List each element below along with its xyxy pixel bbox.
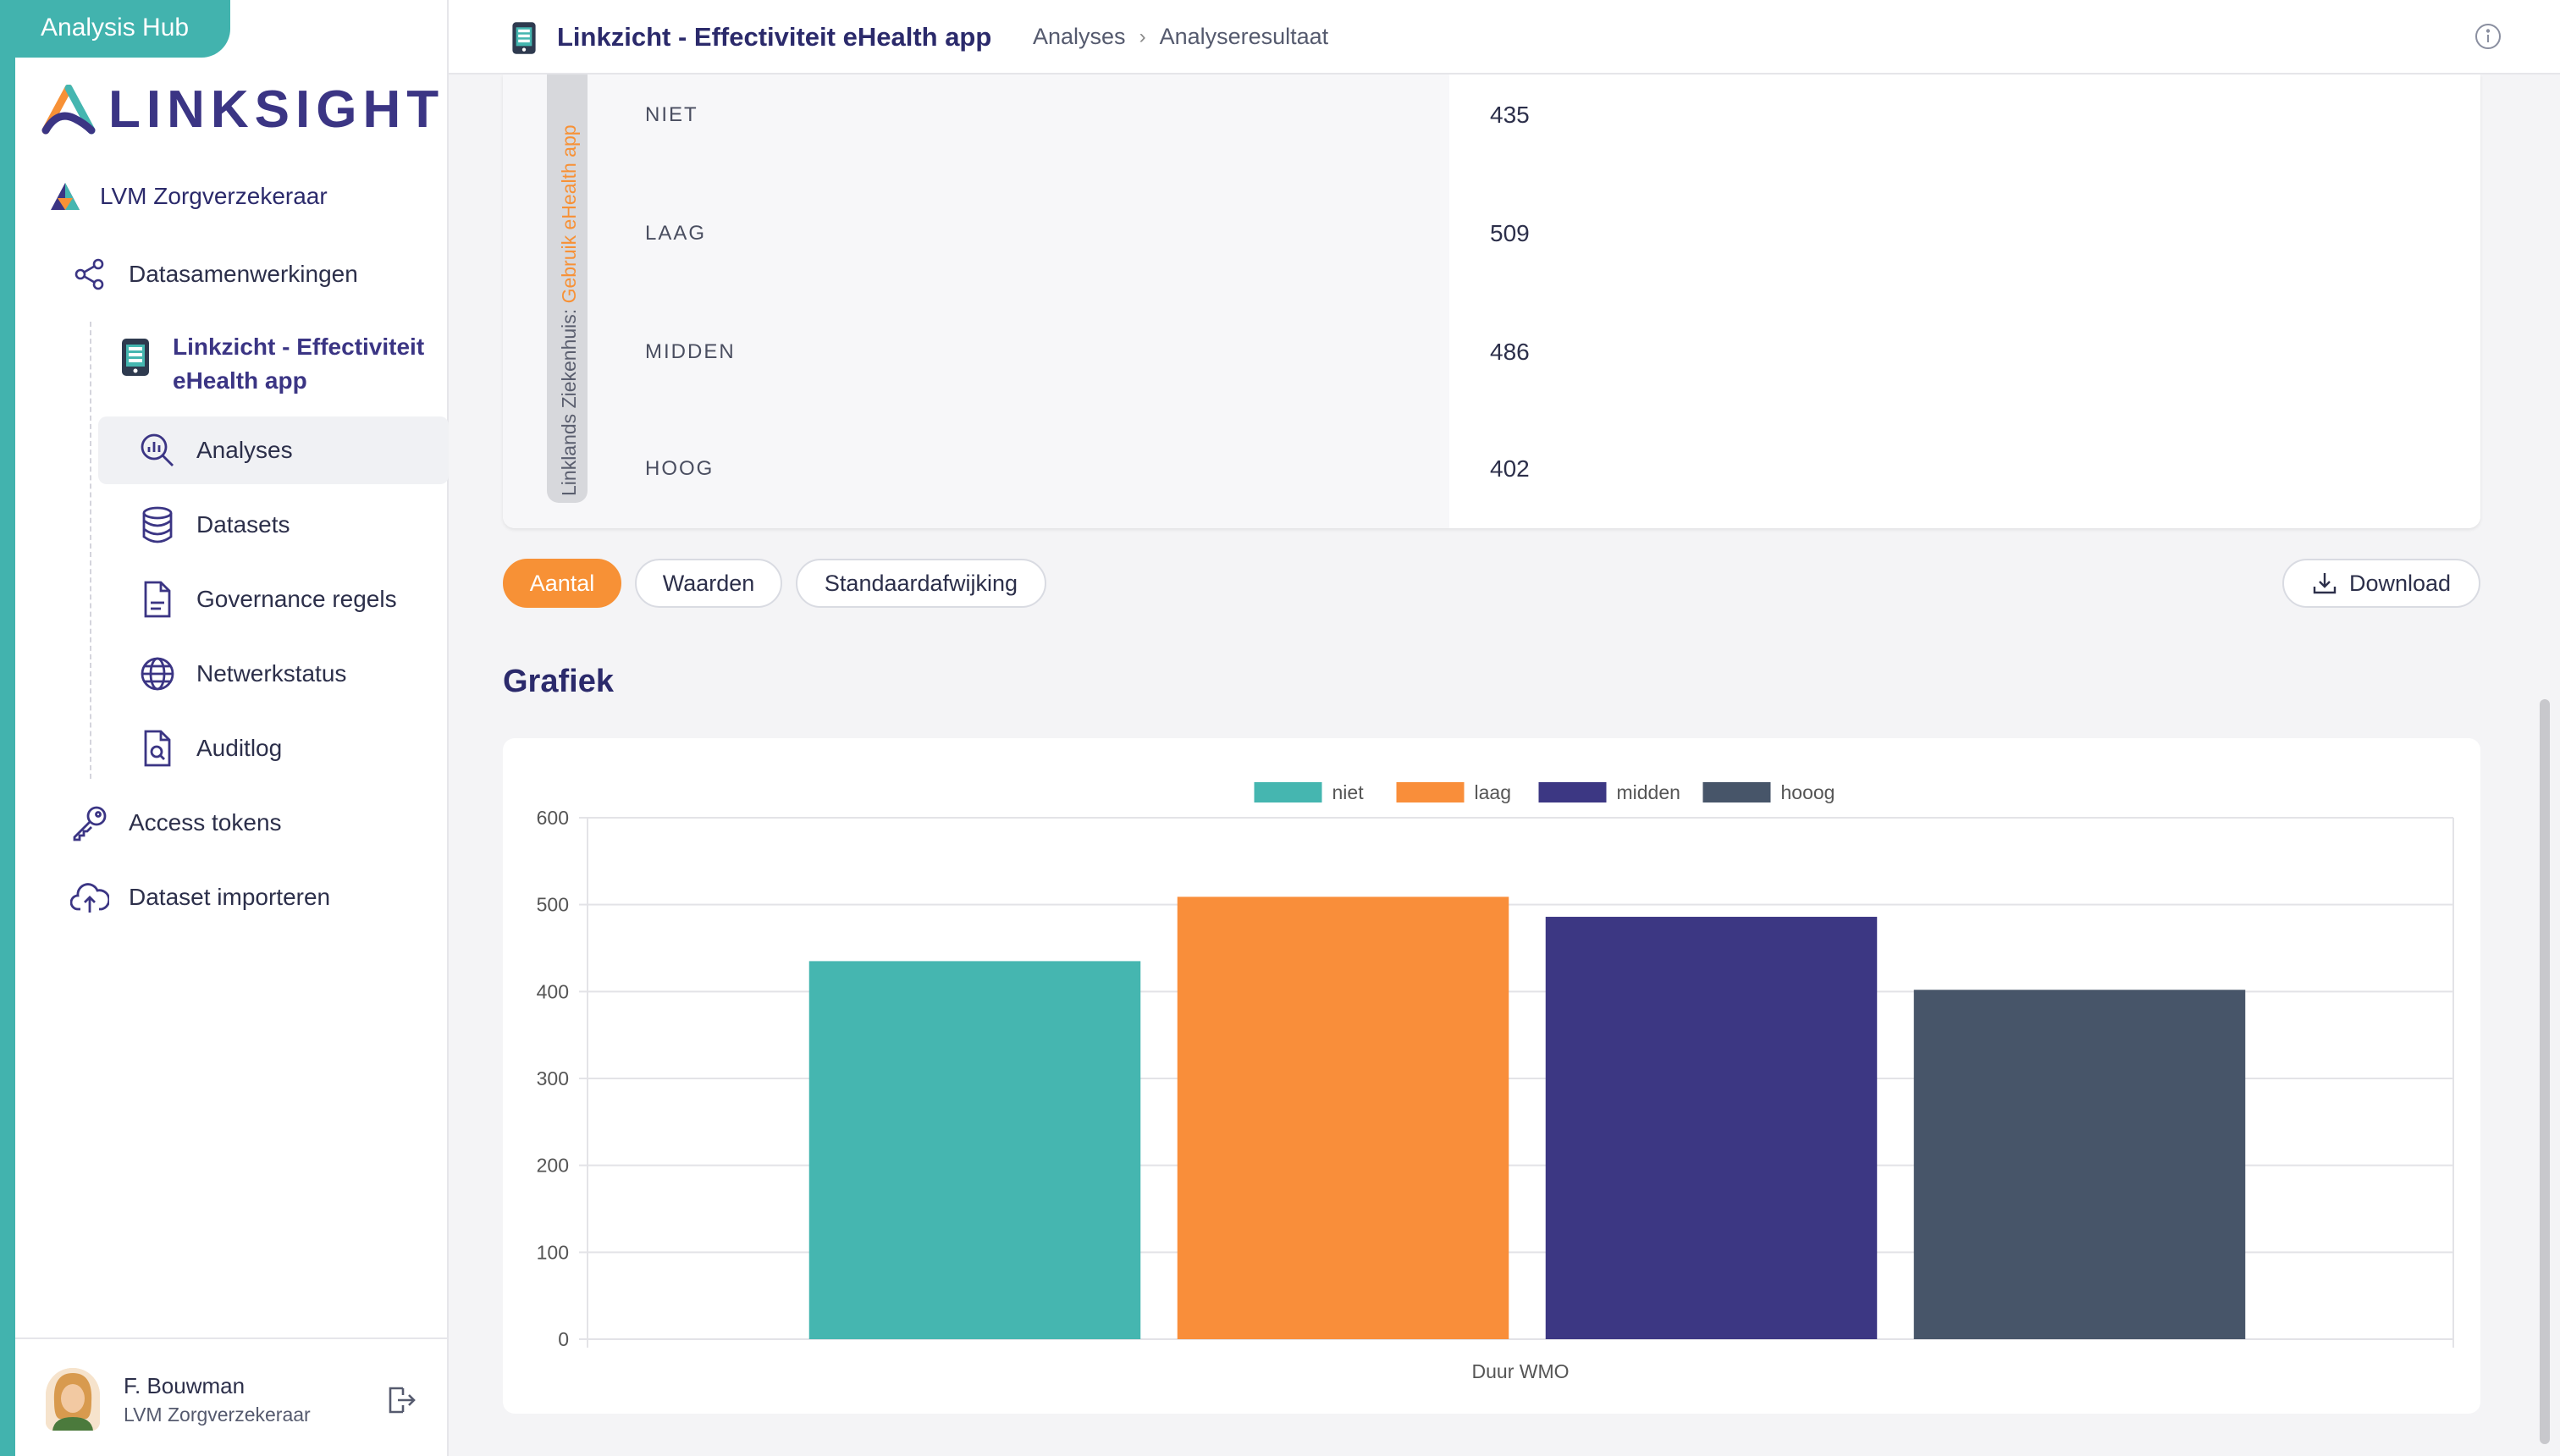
accent-strip [0, 0, 15, 1456]
group-label: Linklands Ziekenhuis: Gebruik eHealth ap… [547, 74, 588, 503]
nav-label: Analyses [196, 437, 293, 463]
row-label: MIDDEN [645, 340, 736, 363]
top-bar: Linkzicht - Effectiviteit eHealth app An… [449, 0, 2560, 74]
breadcrumb-current: Analyseresultaat [1159, 24, 1329, 49]
org-selector[interactable]: LVM Zorgverzekeraar [49, 181, 328, 212]
scrollbar[interactable] [2540, 699, 2550, 1444]
page-title: Linkzicht - Effectiviteit eHealth app [557, 22, 992, 52]
logout-icon[interactable] [386, 1385, 417, 1420]
row-value: 402 [1490, 455, 1530, 482]
tablet-icon [122, 339, 149, 376]
cloud-upload-icon [69, 877, 110, 918]
row-value: 435 [1490, 102, 1530, 128]
legend-label-midden: midden [1617, 781, 1680, 803]
nav-governance[interactable]: Governance regels [137, 579, 397, 620]
download-icon [2313, 573, 2337, 594]
row-value: 486 [1490, 339, 1530, 365]
legend-swatch-midden [1538, 782, 1607, 802]
nav-project[interactable]: Linkzicht - Effectiviteit eHealth app [119, 330, 427, 398]
toggle-waarden[interactable]: Waarden [635, 559, 782, 608]
row-label: HOOG [645, 457, 714, 480]
share-icon [69, 254, 110, 295]
chart-card: 0 100 200 300 400 500 600 Duur WMO niet laag midde… [503, 738, 2480, 1414]
y-tick-label: 0 [558, 1328, 569, 1350]
bar-midden [1545, 917, 1878, 1339]
legend-swatch-niet [1254, 782, 1322, 802]
legend-swatch-hooog [1702, 782, 1771, 802]
logo-text: LINKSIGHT [108, 80, 445, 139]
info-icon[interactable] [2474, 22, 2502, 55]
nav-label: Datasamenwerkingen [129, 261, 358, 287]
nav-datasets[interactable]: Datasets [137, 505, 290, 545]
user-footer: F. Bouwman LVM Zorgverzekeraar [15, 1337, 449, 1456]
nav-analyses[interactable]: Analyses [137, 430, 293, 471]
y-tick-label: 500 [537, 894, 569, 916]
search-document-icon [137, 728, 178, 769]
row-value: 509 [1490, 220, 1530, 246]
tree-line [90, 322, 91, 779]
linksight-logo-icon [41, 84, 96, 134]
nav-label: Netwerkstatus [196, 660, 347, 687]
nav-datasamenwerkingen[interactable]: Datasamenwerkingen [69, 254, 358, 295]
download-label: Download [2348, 570, 2452, 596]
nav-label: Governance regels [196, 586, 397, 612]
globe-icon [137, 654, 178, 694]
row-label: LAAG [645, 222, 707, 245]
legend-label-hooog: hooog [1781, 781, 1835, 803]
nav-label: Auditlog [196, 735, 283, 761]
nav-label: Datasets [196, 511, 290, 538]
avatar[interactable] [46, 1368, 100, 1431]
x-tick-label: Duur WMO [1472, 1360, 1570, 1382]
label-column [503, 74, 1449, 528]
document-icon [137, 579, 178, 620]
nav-access-tokens[interactable]: Access tokens [69, 802, 282, 843]
toggle-standaardafwijking[interactable]: Standaardafwijking [796, 559, 1046, 608]
logo[interactable]: LINKSIGHT [41, 80, 444, 140]
user-name: F. Bouwman [124, 1373, 246, 1398]
breadcrumb-analyses[interactable]: Analyses [1033, 24, 1126, 49]
hub-badge: Analysis Hub [15, 0, 230, 58]
tablet-icon [510, 20, 538, 60]
toggle-aantal[interactable]: Aantal [503, 559, 621, 608]
section-title: Grafiek [503, 664, 614, 699]
key-icon [69, 802, 110, 843]
active-highlight [98, 416, 449, 484]
group-label-prefix: Linklands Ziekenhuis: [558, 303, 580, 496]
sidebar: Analysis Hub LINKSIGHT LVM Zorgverzekera… [15, 0, 449, 1456]
legend-label-niet: niet [1332, 781, 1365, 803]
database-icon [137, 505, 178, 545]
chevron-right-icon: › [1139, 25, 1146, 48]
analytics-search-icon [137, 430, 178, 471]
org-name: LVM Zorgverzekeraar [100, 183, 328, 209]
breadcrumb: Analyses › Analyseresultaat [1033, 24, 1328, 50]
bar-niet [808, 961, 1141, 1339]
bar-chart: 0 100 200 300 400 500 600 Duur WMO niet laag midde… [537, 781, 2454, 1382]
nav-label: Access tokens [129, 809, 282, 836]
y-tick-label: 300 [537, 1067, 569, 1089]
nav-label: Dataset importeren [129, 884, 331, 910]
bar-laag [1177, 896, 1509, 1339]
group-label-accent: Gebruik eHealth app [558, 124, 580, 304]
results-table: Linklands Ziekenhuis: Gebruik eHealth ap… [503, 74, 2480, 528]
user-org: LVM Zorgverzekeraar [124, 1404, 311, 1426]
project-label: Linkzicht - Effectiviteit eHealth app [173, 334, 425, 394]
value-column [1449, 74, 2480, 528]
y-tick-label: 600 [537, 807, 569, 829]
org-icon [51, 183, 80, 210]
y-tick-label: 100 [537, 1241, 569, 1263]
y-tick-label: 200 [537, 1155, 569, 1177]
nav-auditlog[interactable]: Auditlog [137, 728, 282, 769]
legend-label-laag: laag [1475, 781, 1511, 803]
row-label: NIET [645, 103, 698, 126]
download-button[interactable]: Download [2282, 559, 2480, 608]
legend-swatch-laag [1396, 782, 1465, 802]
bar-hooog [1913, 990, 2246, 1339]
nav-netwerkstatus[interactable]: Netwerkstatus [137, 654, 346, 694]
nav-dataset-importeren[interactable]: Dataset importeren [69, 877, 330, 918]
y-tick-label: 400 [537, 980, 569, 1002]
